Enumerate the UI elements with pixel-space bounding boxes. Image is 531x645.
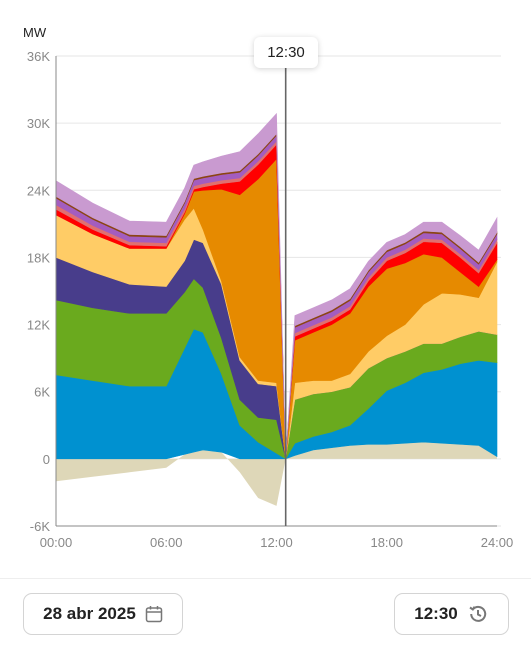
calendar-icon <box>145 605 163 623</box>
y-tick-label: 0 <box>43 452 50 467</box>
y-tick-label: 30K <box>27 116 50 131</box>
y-tick-label: 6K <box>34 385 50 400</box>
y-tick-label: 24K <box>27 183 50 198</box>
y-axis-unit: MW <box>23 25 47 40</box>
tick-labels: -6K 0 6K 12K 18K 24K 30K 36K 00:00 06:00 12:00 18:0… <box>27 49 513 550</box>
area-other-renewables <box>55 112 498 459</box>
x-tick-label: 18:00 <box>370 535 403 550</box>
x-tick-label: 12:00 <box>260 535 293 550</box>
history-icon <box>467 603 489 625</box>
date-picker-button[interactable]: 28 abr 2025 <box>23 593 183 635</box>
y-tick-label: 36K <box>27 49 50 64</box>
time-picker-button[interactable]: 12:30 <box>394 593 509 635</box>
x-tick-label: 00:00 <box>40 535 73 550</box>
date-label: 28 abr 2025 <box>43 604 136 623</box>
generation-chart: -6K 0 6K 12K 18K 24K 30K 36K 00:00 06:00 12:00 18:0… <box>27 49 513 550</box>
y-tick-label: -6K <box>30 519 51 534</box>
footer-divider <box>0 578 531 579</box>
x-tick-label: 24:00 <box>481 535 514 550</box>
time-label: 12:30 <box>414 604 458 623</box>
cursor-time-badge: 12:30 <box>254 37 318 68</box>
x-tick-label: 06:00 <box>150 535 183 550</box>
axes <box>55 56 497 527</box>
stacked-areas <box>55 112 498 506</box>
y-tick-label: 18K <box>27 250 50 265</box>
y-tick-label: 12K <box>27 318 50 333</box>
area-exchanges <box>56 442 497 506</box>
